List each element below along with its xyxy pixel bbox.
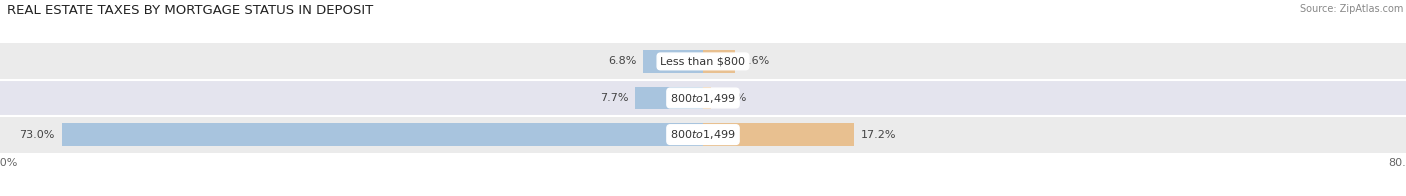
Bar [62,123,703,146]
Bar [644,50,703,73]
Bar [703,50,734,73]
Text: 0.9%: 0.9% [718,93,747,103]
Text: Less than $800: Less than $800 [661,56,745,66]
Text: 6.8%: 6.8% [607,56,637,66]
Text: Source: ZipAtlas.com: Source: ZipAtlas.com [1299,4,1403,14]
Bar [636,87,703,109]
Bar [703,123,855,146]
Text: 7.7%: 7.7% [600,93,628,103]
Bar [0,80,1406,116]
Text: 3.6%: 3.6% [742,56,770,66]
Bar [0,116,1406,153]
Text: $800 to $1,499: $800 to $1,499 [671,92,735,104]
Text: 73.0%: 73.0% [20,130,55,140]
Bar [0,43,1406,80]
Text: $800 to $1,499: $800 to $1,499 [671,128,735,141]
Text: REAL ESTATE TAXES BY MORTGAGE STATUS IN DEPOSIT: REAL ESTATE TAXES BY MORTGAGE STATUS IN … [7,4,373,17]
Bar [703,87,711,109]
Text: 17.2%: 17.2% [860,130,897,140]
